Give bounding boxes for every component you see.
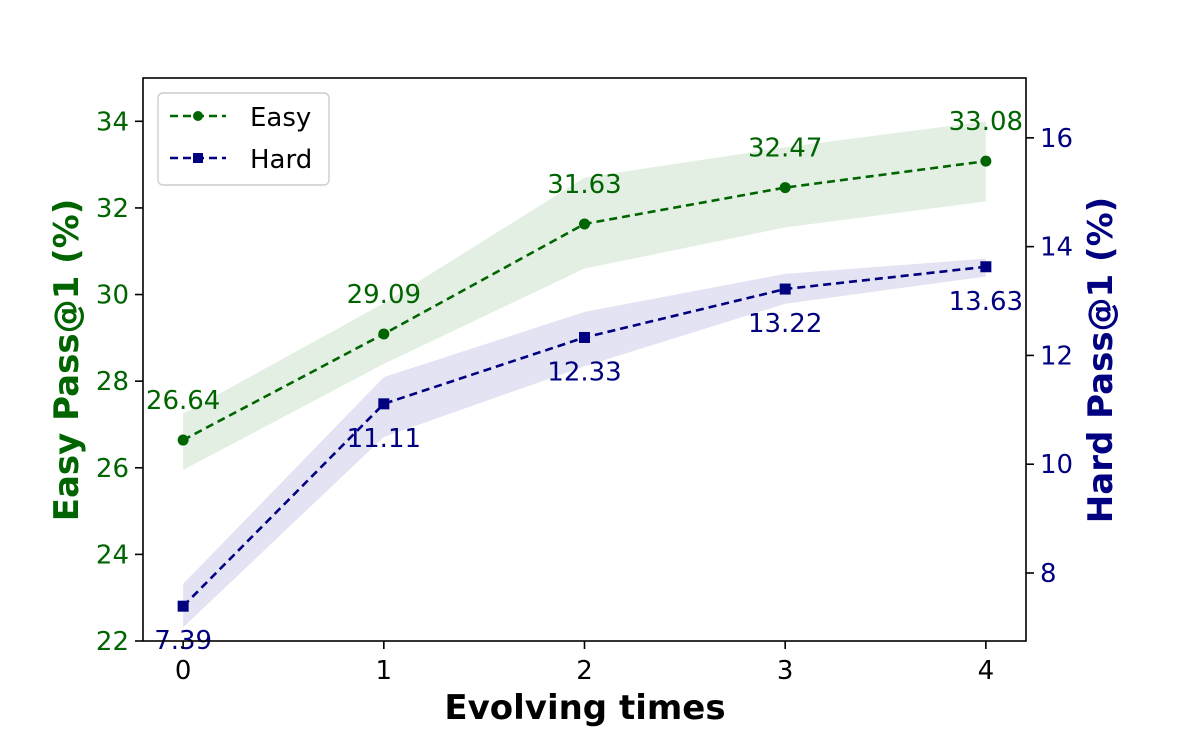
legend-hard-marker <box>193 153 203 163</box>
x-axis-title: Evolving times <box>444 688 725 728</box>
y-left-tick-label: 34 <box>96 107 129 137</box>
x-tick-label: 2 <box>576 656 593 686</box>
x-tick-label: 3 <box>777 656 794 686</box>
hard-point <box>579 331 590 343</box>
easy-point <box>579 218 590 230</box>
easy-data-label: 33.08 <box>949 107 1023 137</box>
y-axis-right: 8 10 12 14 16 <box>1026 124 1073 589</box>
easy-point <box>980 155 992 167</box>
y-left-tick-label: 30 <box>96 281 129 311</box>
hard-point <box>980 261 992 273</box>
y-left-tick-label: 32 <box>96 194 129 224</box>
easy-point <box>177 434 189 446</box>
y-axis-left: 22 24 26 28 30 32 34 <box>96 107 143 657</box>
easy-data-label: 31.63 <box>547 170 621 200</box>
y-left-tick-label: 24 <box>96 540 129 570</box>
y-right-tick-label: 10 <box>1040 450 1073 480</box>
y-axis-left-title: Easy Pass@1 (%) <box>47 199 87 521</box>
hard-confidence-band <box>183 258 986 628</box>
easy-data-label: 26.64 <box>146 386 220 416</box>
series-markers <box>177 155 992 612</box>
x-axis: 0 1 2 3 4 <box>175 641 994 686</box>
x-tick-label: 4 <box>978 656 995 686</box>
easy-point <box>779 182 791 194</box>
hard-data-label: 12.33 <box>547 357 621 387</box>
easy-point <box>378 328 390 340</box>
y-left-tick-label: 26 <box>96 454 129 484</box>
y-right-tick-label: 12 <box>1040 341 1073 371</box>
y-right-tick-label: 16 <box>1040 124 1073 154</box>
x-tick-label: 1 <box>376 656 393 686</box>
easy-data-label: 32.47 <box>748 134 822 164</box>
y-right-tick-label: 14 <box>1040 233 1073 263</box>
legend-easy-marker <box>193 111 203 121</box>
hard-data-label: 13.22 <box>748 309 822 339</box>
hard-data-label: 11.11 <box>347 424 421 454</box>
y-axis-right-title: Hard Pass@1 (%) <box>1081 197 1121 523</box>
x-tick-label: 0 <box>175 656 192 686</box>
y-right-tick-label: 8 <box>1040 559 1057 589</box>
y-left-tick-label: 28 <box>96 367 129 397</box>
data-labels: 26.6429.0931.6332.4733.087.3911.1112.331… <box>146 107 1023 656</box>
legend-hard-label: Hard <box>250 145 312 175</box>
y-left-tick-label: 22 <box>96 627 129 657</box>
legend-easy-label: Easy <box>250 103 311 133</box>
hard-point <box>378 398 390 410</box>
hard-data-label: 13.63 <box>949 287 1023 317</box>
easy-data-label: 29.09 <box>347 280 421 310</box>
hard-point <box>177 600 189 612</box>
legend: Easy Hard <box>157 92 330 186</box>
hard-point <box>779 283 791 295</box>
easy-confidence-band <box>183 121 986 470</box>
